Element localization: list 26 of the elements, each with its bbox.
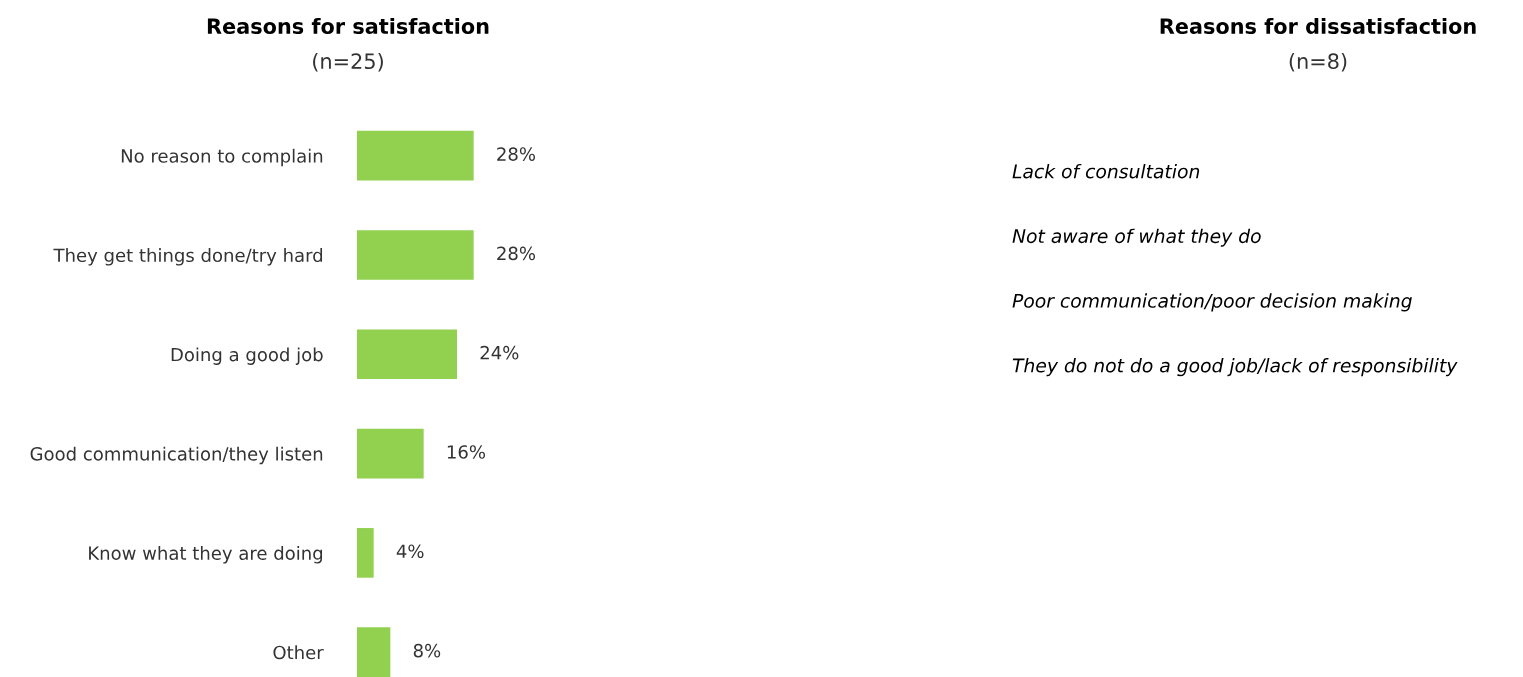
bar: [357, 528, 374, 578]
y-tick-label: No reason to complain: [121, 148, 323, 167]
bar: [357, 230, 474, 280]
text: Not aware of what they do: [1012, 228, 1261, 247]
text: Poor communication/poor decision making: [1012, 293, 1412, 312]
data-label: 24%: [480, 345, 519, 360]
data-label: 8%: [413, 643, 441, 658]
bar: [357, 627, 391, 677]
bar: [357, 130, 474, 181]
bar: [357, 329, 457, 380]
y-tick-label: Doing a good job: [171, 347, 323, 365]
chart-title: Reasons for satisfaction: [207, 17, 489, 35]
y-tick-label: Good communication/they listen: [30, 446, 323, 465]
chart-subtitle: (n=25): [313, 52, 383, 72]
text: Reasons for dissatisfaction: [1160, 17, 1476, 35]
bar: [357, 428, 424, 479]
data-label: 28%: [497, 246, 536, 261]
text: They do not do a good job/lack of responsibility: [1012, 358, 1458, 377]
data-label: 4%: [396, 544, 424, 559]
text: Lack of consultation: [1012, 163, 1200, 179]
text: (n=8): [1289, 52, 1347, 72]
data-label: 28%: [497, 147, 536, 161]
y-tick-label: Know what they are doing: [89, 546, 323, 564]
data-label: 16%: [447, 445, 486, 459]
y-tick-label: They get things done/try hard: [53, 248, 323, 266]
y-tick-label: Other: [273, 645, 324, 660]
